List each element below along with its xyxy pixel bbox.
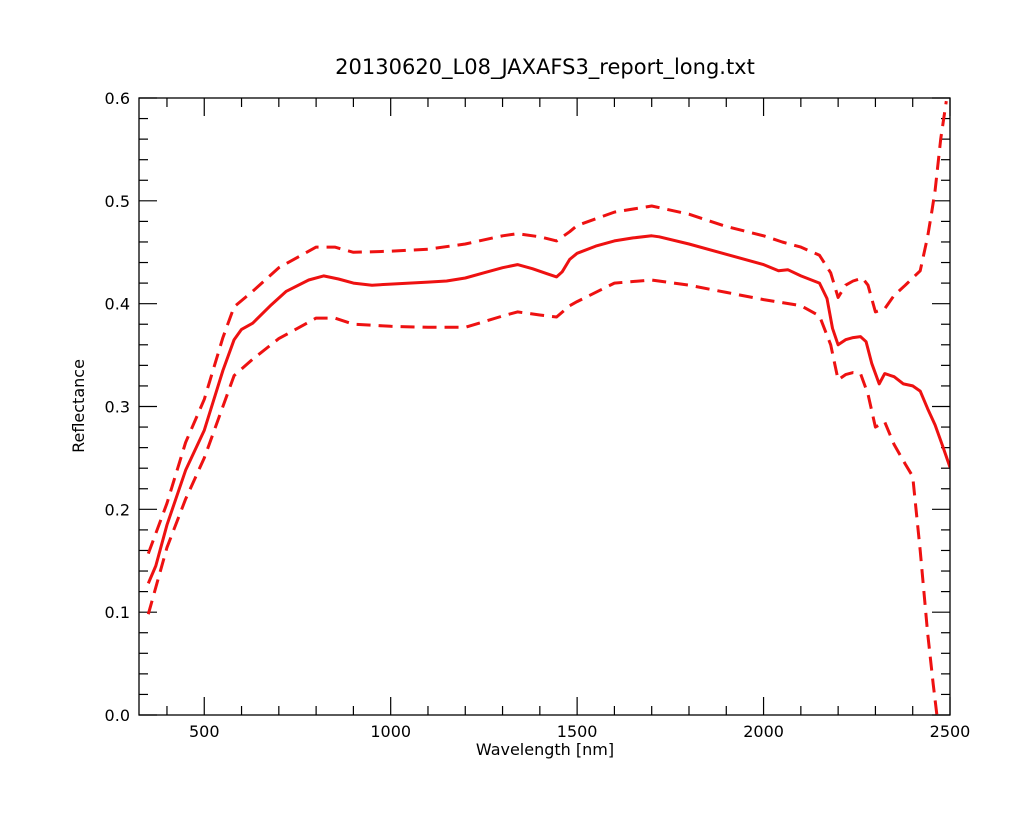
series-group xyxy=(146,100,950,715)
y-tick-label: 0.4 xyxy=(105,295,130,314)
y-tick-label: 0.1 xyxy=(105,603,130,622)
tick-marks xyxy=(139,97,951,716)
y-axis-label: Reflectance xyxy=(69,359,88,453)
y-tick-label: 0.2 xyxy=(105,500,130,519)
y-tick-label: 0.6 xyxy=(105,89,130,108)
chart-title: 20130620_L08_JAXAFS3_report_long.txt xyxy=(335,55,755,80)
plot-frame xyxy=(138,97,951,716)
y-tick-label: 0.0 xyxy=(105,706,130,725)
series-line-dashed-2 xyxy=(146,278,939,715)
x-axis-label: Wavelength [nm] xyxy=(476,740,614,759)
y-tick-label: 0.3 xyxy=(105,398,130,417)
x-tick-label: 1500 xyxy=(557,722,598,741)
x-tick-label: 2500 xyxy=(930,722,971,741)
y-tick-label: 0.5 xyxy=(105,192,130,211)
x-tick-label: 500 xyxy=(189,722,220,741)
series-line-solid xyxy=(146,234,950,584)
tick-labels: 500 1000 1500 2000 2500 0.0 0.1 0.2 0.3 0.4 0.5 0.6 xyxy=(105,89,971,741)
x-tick-label: 1000 xyxy=(370,722,411,741)
series-line-dashed-1 xyxy=(146,100,948,555)
x-tick-label: 2000 xyxy=(743,722,784,741)
